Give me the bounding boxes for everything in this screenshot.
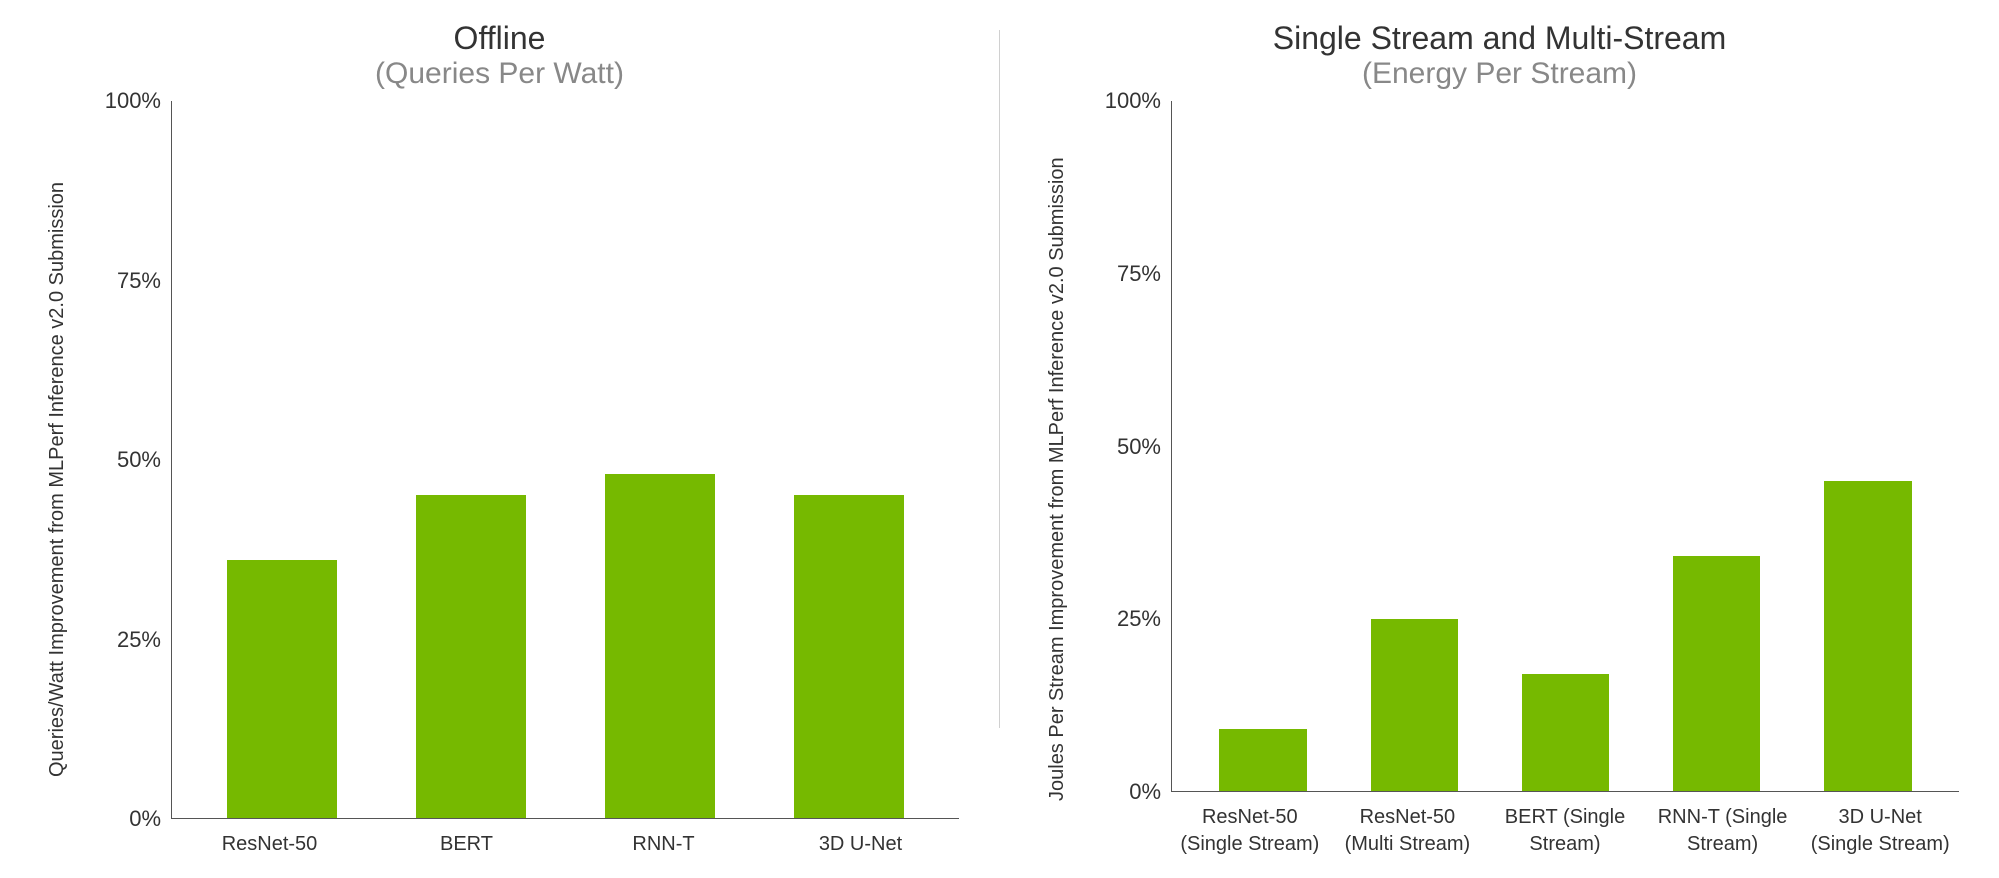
bar-slot [566,101,755,818]
right-chart-wrap: Joules Per Stream Improvement from MLPer… [1040,101,1959,858]
ytick: 75% [117,268,161,294]
ytick: 50% [1117,434,1161,460]
ytick: 25% [1117,606,1161,632]
right-title: Single Stream and Multi-Stream [1040,20,1959,57]
left-plot-area [171,101,959,819]
left-subtitle: (Queries Per Watt) [40,57,959,91]
bar [1673,556,1761,791]
bar-slot [377,101,566,818]
ytick: 100% [1105,88,1161,114]
left-chart-body: 0%25%50%75%100% ResNet-50BERTRNN-T3D U-N… [81,101,959,858]
ytick: 75% [1117,261,1161,287]
bar-slot [754,101,943,818]
xtick: ResNet-50 (Single Stream) [1171,804,1329,858]
ytick: 100% [105,88,161,114]
bar [416,495,526,818]
ytick: 0% [129,806,161,832]
bar [1371,619,1459,792]
right-chart-panel: Single Stream and Multi-Stream (Energy P… [1000,0,1999,878]
bar [794,495,904,818]
right-bars [1172,101,1959,791]
right-subtitle: (Energy Per Stream) [1040,57,1959,91]
bar [605,474,715,818]
xtick: ResNet-50 (Multi Stream) [1329,804,1487,858]
right-plot: 0%25%50%75%100% [1081,101,1959,792]
xtick: 3D U-Net (Single Stream) [1801,804,1959,858]
bar-slot [1641,101,1792,791]
right-title-block: Single Stream and Multi-Stream (Energy P… [1040,20,1959,91]
xtick: RNN-T [565,831,762,858]
left-ylabel: Queries/Watt Improvement from MLPerf Inf… [40,101,75,858]
bar-slot [188,101,377,818]
right-ylabel: Joules Per Stream Improvement from MLPer… [1040,101,1075,858]
bar-slot [1339,101,1490,791]
left-xaxis: ResNet-50BERTRNN-T3D U-Net [81,819,959,858]
ytick: 50% [117,447,161,473]
ytick: 0% [1129,779,1161,805]
right-chart-body: 0%25%50%75%100% ResNet-50 (Single Stream… [1081,101,1959,858]
xtick: BERT [368,831,565,858]
bar [1219,729,1307,791]
right-plot-area [1171,101,1959,792]
left-chart-wrap: Queries/Watt Improvement from MLPerf Inf… [40,101,959,858]
bar-slot [1490,101,1641,791]
left-yaxis: 0%25%50%75%100% [81,101,171,819]
xtick: ResNet-50 [171,831,368,858]
bar-slot [1188,101,1339,791]
xtick: RNN-T (Single Stream) [1644,804,1802,858]
xtick: 3D U-Net [762,831,959,858]
ytick: 25% [117,627,161,653]
right-xaxis: ResNet-50 (Single Stream)ResNet-50 (Mult… [1081,792,1959,858]
left-bars [172,101,959,818]
left-title: Offline [40,20,959,57]
left-title-block: Offline (Queries Per Watt) [40,20,959,91]
bar [1522,674,1610,791]
left-chart-panel: Offline (Queries Per Watt) Queries/Watt … [0,0,999,878]
bar [227,560,337,818]
right-yaxis: 0%25%50%75%100% [1081,101,1171,792]
bar-slot [1792,101,1943,791]
xtick: BERT (Single Stream) [1486,804,1644,858]
left-plot: 0%25%50%75%100% [81,101,959,819]
bar [1824,481,1912,792]
